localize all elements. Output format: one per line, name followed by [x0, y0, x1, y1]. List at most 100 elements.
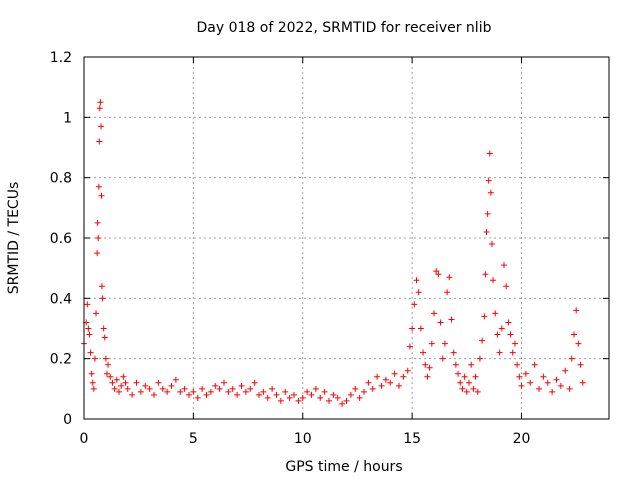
data-point — [282, 388, 289, 395]
data-point — [496, 349, 503, 356]
data-point — [568, 355, 575, 362]
data-point — [365, 379, 372, 386]
data-point — [431, 310, 437, 317]
data-point — [330, 391, 337, 398]
chart-title: Day 018 of 2022, SRMTID for receiver nli… — [197, 20, 492, 36]
data-point — [400, 373, 407, 380]
data-point — [146, 385, 153, 392]
data-point — [486, 150, 493, 157]
data-point — [553, 376, 560, 383]
data-point — [299, 394, 306, 401]
data-point — [317, 394, 324, 401]
data-point — [516, 373, 523, 380]
data-point — [326, 397, 332, 404]
x-tick-label: 15 — [403, 431, 421, 447]
data-point — [509, 349, 516, 356]
data-point — [544, 379, 551, 386]
data-point — [474, 388, 481, 395]
data-point — [501, 262, 507, 269]
data-point — [98, 123, 105, 130]
data-point — [273, 391, 280, 398]
data-point — [103, 370, 110, 377]
data-point — [406, 343, 413, 350]
data-point — [339, 400, 346, 407]
data-point — [479, 337, 486, 344]
data-point — [573, 307, 580, 314]
data-point — [482, 271, 489, 278]
data-point — [437, 319, 444, 326]
data-point — [203, 391, 210, 398]
data-point — [124, 385, 131, 392]
data-point — [238, 382, 245, 389]
data-point — [488, 241, 495, 248]
data-point — [562, 367, 569, 374]
data-point — [485, 177, 492, 184]
data-point — [186, 391, 192, 398]
x-tick-label: 20 — [513, 431, 531, 447]
data-point — [518, 382, 525, 389]
data-point — [522, 370, 529, 377]
data-point — [242, 388, 249, 395]
data-point — [312, 385, 319, 392]
data-point — [88, 370, 95, 377]
data-point — [181, 385, 188, 392]
data-point — [577, 361, 584, 368]
data-point — [151, 391, 157, 398]
data-point — [269, 385, 276, 392]
data-point — [89, 379, 96, 386]
data-point — [277, 397, 284, 404]
data-point — [113, 376, 120, 383]
data-point — [164, 388, 171, 395]
plot-frame — [83, 56, 610, 420]
data-point — [177, 388, 184, 395]
data-point — [415, 289, 422, 296]
data-point — [531, 361, 538, 368]
data-point — [247, 385, 254, 392]
data-point — [168, 382, 175, 389]
data-point — [481, 313, 488, 320]
data-point — [111, 385, 118, 392]
y-axis-label: SRMTID / TECUs — [6, 182, 22, 295]
data-point — [527, 379, 534, 386]
data-point — [95, 183, 102, 190]
data-point — [413, 277, 420, 284]
data-point — [579, 379, 586, 386]
data-point — [424, 373, 431, 380]
data-point — [450, 349, 457, 356]
data-point — [487, 189, 494, 196]
data-point — [118, 382, 125, 389]
data-point — [483, 228, 490, 235]
x-tick-label: 10 — [294, 431, 312, 447]
data-point — [433, 268, 440, 275]
data-point — [428, 340, 435, 347]
y-tick-label: 1.2 — [50, 50, 72, 66]
data-point — [87, 349, 94, 356]
data-point — [321, 388, 328, 395]
data-point — [455, 370, 462, 377]
data-point — [107, 373, 114, 380]
data-point — [422, 361, 429, 368]
data-point — [190, 388, 197, 395]
data-point — [96, 138, 103, 145]
data-point — [411, 301, 418, 308]
data-point — [356, 394, 363, 401]
data-point — [452, 361, 459, 368]
data-point — [503, 283, 510, 290]
data-point — [507, 331, 514, 338]
data-point — [441, 340, 448, 347]
data-point — [417, 325, 424, 332]
data-point — [93, 310, 100, 317]
data-point — [391, 370, 398, 377]
data-point — [256, 391, 262, 398]
data-point — [199, 385, 206, 392]
data-point — [100, 325, 107, 332]
data-point — [444, 289, 451, 296]
data-point — [575, 340, 582, 347]
data-point — [472, 373, 479, 380]
data-point — [557, 382, 564, 389]
data-point — [91, 355, 98, 362]
data-point — [459, 385, 466, 392]
data-point — [225, 388, 232, 395]
data-point — [109, 379, 116, 386]
data-point — [133, 379, 140, 386]
